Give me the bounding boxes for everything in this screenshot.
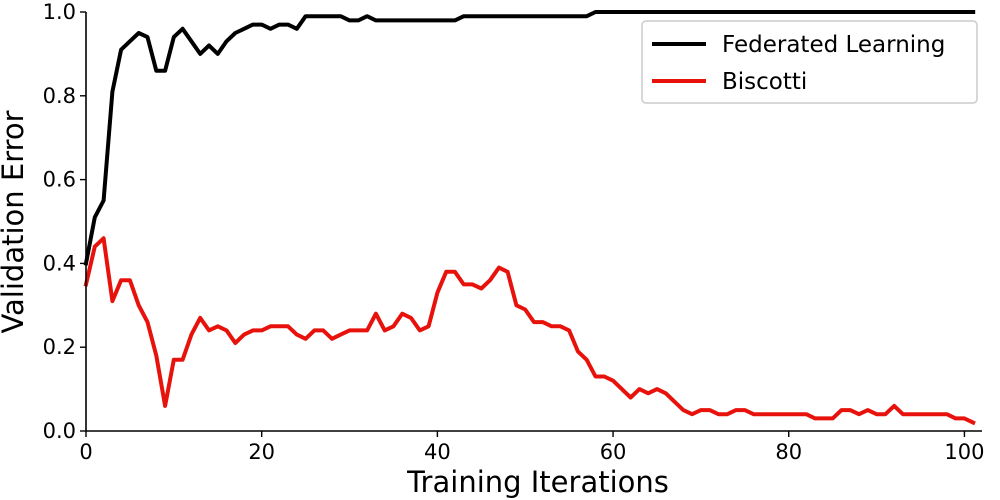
legend: Federated Learning Biscotti — [641, 20, 978, 104]
legend-label-biscotti: Biscotti — [722, 69, 807, 95]
x-tick-label: 20 — [248, 440, 275, 464]
y-tick-label: 1.0 — [43, 0, 76, 24]
x-tick-label: 0 — [79, 440, 92, 464]
legend-label-federated-learning: Federated Learning — [722, 32, 945, 58]
x-axis-title: Training Iterations — [406, 465, 669, 499]
y-tick-label: 0.2 — [43, 335, 76, 359]
x-tick-label: 40 — [424, 440, 451, 464]
x-tick-label: 60 — [600, 440, 627, 464]
series-line-biscotti — [83, 236, 976, 426]
x-tick-label: 100 — [944, 440, 984, 464]
y-tick-label: 0.4 — [43, 251, 76, 275]
series-line-federated-learning — [83, 10, 976, 266]
x-tick-label: 80 — [775, 440, 802, 464]
series-layer — [83, 10, 976, 426]
axes-layer: 0 20 40 60 80 100 0.0 0.2 0.4 0.6 0.8 1.0 — [43, 0, 985, 464]
y-tick-label: 0.0 — [43, 419, 76, 443]
y-tick-label: 0.6 — [43, 168, 76, 192]
y-tick-label: 0.8 — [43, 84, 76, 108]
y-axis-title: Validation Error — [0, 110, 30, 333]
legend-box — [641, 20, 978, 104]
